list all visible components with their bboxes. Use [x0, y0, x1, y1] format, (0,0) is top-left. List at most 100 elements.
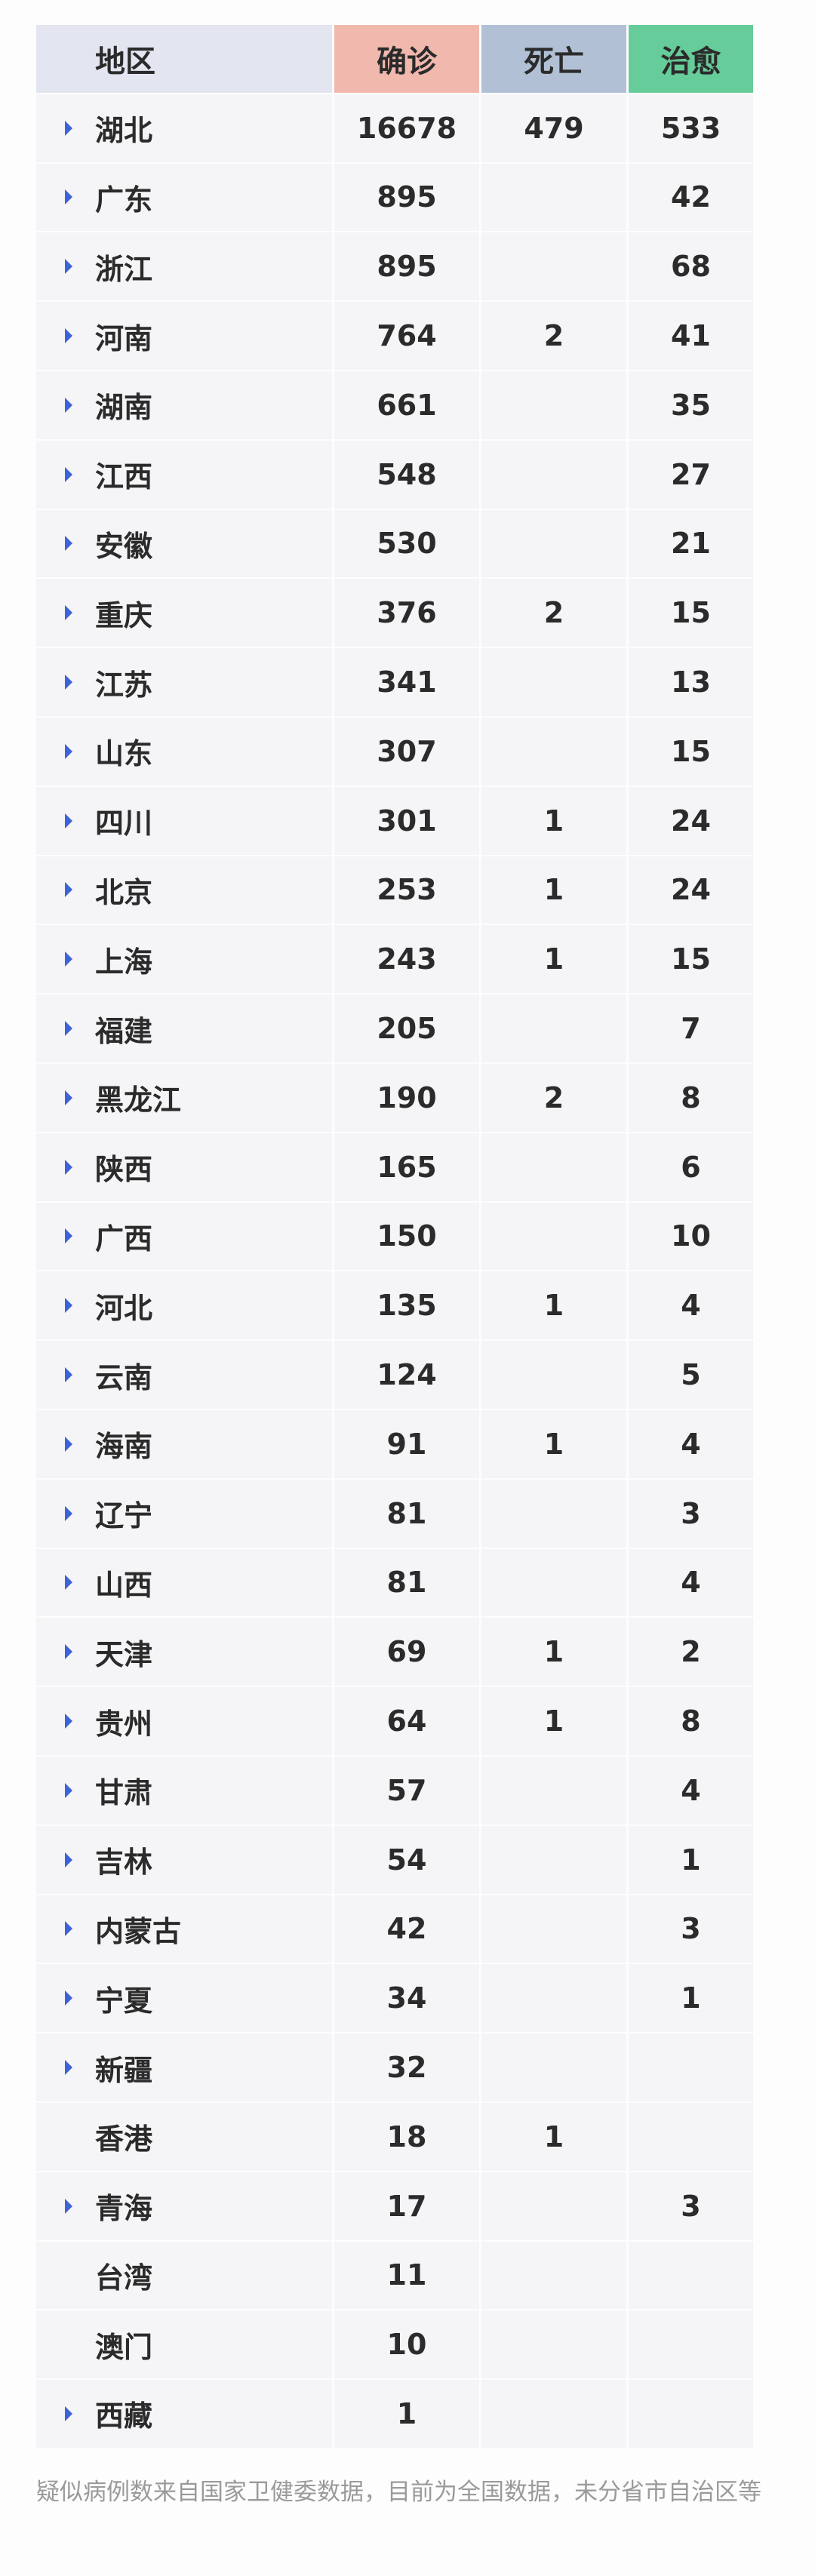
- region-name: 西藏: [95, 2399, 153, 2433]
- table-row[interactable]: 北京 253 1 24: [36, 856, 753, 924]
- expand-arrow-icon[interactable]: [65, 1159, 72, 1175]
- region-cell[interactable]: 重庆: [36, 579, 332, 647]
- table-row[interactable]: 内蒙古 42 3: [36, 1895, 753, 1963]
- expand-arrow-icon[interactable]: [65, 189, 72, 205]
- region-cell[interactable]: 甘肃: [36, 1756, 332, 1824]
- deaths-cell: 1: [481, 925, 626, 994]
- region-cell[interactable]: 山东: [36, 717, 332, 785]
- table-row[interactable]: 黑龙江 190 2 8: [36, 1063, 753, 1132]
- expand-arrow-icon[interactable]: [65, 813, 72, 828]
- region-cell[interactable]: 内蒙古: [36, 1895, 332, 1963]
- expand-arrow-icon[interactable]: [65, 1714, 72, 1729]
- table-row[interactable]: 浙江 895 68: [36, 232, 753, 301]
- expand-arrow-icon[interactable]: [65, 2060, 72, 2075]
- table-row[interactable]: 江苏 341 13: [36, 648, 753, 716]
- table-row[interactable]: 青海 17 3: [36, 2172, 753, 2240]
- region-cell[interactable]: 西藏: [36, 2380, 332, 2448]
- expand-arrow-icon[interactable]: [65, 1505, 72, 1521]
- region-cell[interactable]: 四川: [36, 786, 332, 855]
- expand-arrow-icon[interactable]: [65, 1921, 72, 1937]
- table-row[interactable]: 河南 764 2 41: [36, 302, 753, 370]
- table-row[interactable]: 湖南 661 35: [36, 370, 753, 439]
- table-row[interactable]: 安徽 530 21: [36, 509, 753, 578]
- table-row[interactable]: 四川 301 1 24: [36, 786, 753, 855]
- expand-arrow-icon[interactable]: [65, 536, 72, 552]
- region-cell[interactable]: 广东: [36, 163, 332, 232]
- region-cell[interactable]: 天津: [36, 1618, 332, 1686]
- region-cell[interactable]: 广西: [36, 1202, 332, 1271]
- table-row[interactable]: 海南 91 1 4: [36, 1409, 753, 1478]
- region-cell[interactable]: 浙江: [36, 232, 332, 301]
- expand-arrow-icon[interactable]: [65, 2198, 72, 2214]
- table-row[interactable]: 辽宁 81 3: [36, 1479, 753, 1548]
- region-name: 江苏: [95, 668, 153, 702]
- table-row[interactable]: 吉林 54 1: [36, 1825, 753, 1894]
- expand-arrow-icon[interactable]: [65, 743, 72, 759]
- table-row[interactable]: 湖北 16678 479 533: [36, 94, 753, 162]
- expand-arrow-icon[interactable]: [65, 1021, 72, 1037]
- expand-arrow-icon[interactable]: [65, 2405, 72, 2421]
- expand-arrow-icon[interactable]: [65, 675, 72, 690]
- expand-arrow-icon[interactable]: [65, 1367, 72, 1383]
- region-cell[interactable]: 福建: [36, 994, 332, 1062]
- region-cell[interactable]: 海南: [36, 1409, 332, 1478]
- region-cell[interactable]: 湖北: [36, 94, 332, 162]
- table-row[interactable]: 贵州 64 1 8: [36, 1687, 753, 1755]
- region-cell[interactable]: 云南: [36, 1341, 332, 1409]
- table-row[interactable]: 陕西 165 6: [36, 1133, 753, 1201]
- region-cell[interactable]: 江苏: [36, 648, 332, 716]
- expand-arrow-icon[interactable]: [65, 1782, 72, 1798]
- expand-arrow-icon[interactable]: [65, 1575, 72, 1591]
- table-row: 台湾 11: [36, 2241, 753, 2310]
- region-cell[interactable]: 陕西: [36, 1133, 332, 1201]
- expand-arrow-icon[interactable]: [65, 466, 72, 482]
- table-row[interactable]: 广东 895 42: [36, 163, 753, 232]
- expand-arrow-icon[interactable]: [65, 1298, 72, 1314]
- table-row[interactable]: 山东 307 15: [36, 717, 753, 785]
- region-cell[interactable]: 吉林: [36, 1825, 332, 1894]
- table-row[interactable]: 宁夏 34 1: [36, 1964, 753, 2033]
- region-cell[interactable]: 贵州: [36, 1687, 332, 1755]
- expand-arrow-icon[interactable]: [65, 397, 72, 413]
- table-row[interactable]: 上海 243 1 15: [36, 925, 753, 994]
- expand-arrow-icon[interactable]: [65, 1852, 72, 1867]
- region-name: 海南: [95, 1430, 153, 1464]
- region-cell[interactable]: 黑龙江: [36, 1063, 332, 1132]
- region-cell[interactable]: 辽宁: [36, 1479, 332, 1548]
- region-cell[interactable]: 北京: [36, 856, 332, 924]
- table-row[interactable]: 云南 124 5: [36, 1341, 753, 1409]
- table-row[interactable]: 西藏 1: [36, 2380, 753, 2448]
- region-cell[interactable]: 山西: [36, 1548, 332, 1617]
- region-cell[interactable]: 湖南: [36, 370, 332, 439]
- region-cell[interactable]: 宁夏: [36, 1964, 332, 2033]
- expand-arrow-icon[interactable]: [65, 328, 72, 344]
- region-cell[interactable]: 青海: [36, 2172, 332, 2240]
- region-cell[interactable]: 上海: [36, 925, 332, 994]
- expand-arrow-icon[interactable]: [65, 120, 72, 136]
- table-row[interactable]: 重庆 376 2 15: [36, 579, 753, 647]
- region-cell[interactable]: 安徽: [36, 509, 332, 578]
- table-row[interactable]: 广西 150 10: [36, 1202, 753, 1271]
- expand-arrow-icon[interactable]: [65, 1990, 72, 2006]
- expand-arrow-icon[interactable]: [65, 605, 72, 621]
- expand-arrow-icon[interactable]: [65, 1090, 72, 1105]
- table-row[interactable]: 江西 548 27: [36, 440, 753, 509]
- expand-arrow-icon[interactable]: [65, 1436, 72, 1452]
- region-cell[interactable]: 河北: [36, 1271, 332, 1340]
- table-row[interactable]: 河北 135 1 4: [36, 1271, 753, 1340]
- expand-arrow-icon[interactable]: [65, 882, 72, 898]
- table-row[interactable]: 天津 69 1 2: [36, 1618, 753, 1686]
- expand-arrow-icon[interactable]: [65, 1644, 72, 1660]
- region-cell[interactable]: 江西: [36, 440, 332, 509]
- expand-arrow-icon[interactable]: [65, 1228, 72, 1244]
- expand-arrow-icon[interactable]: [65, 951, 72, 967]
- region-cell[interactable]: 新疆: [36, 2033, 332, 2101]
- table-row[interactable]: 甘肃 57 4: [36, 1756, 753, 1824]
- table-row[interactable]: 福建 205 7: [36, 994, 753, 1062]
- region-cell[interactable]: 河南: [36, 302, 332, 370]
- table-row[interactable]: 山西 81 4: [36, 1548, 753, 1617]
- region-name: 重庆: [95, 598, 153, 632]
- deaths-cell: [481, 1825, 626, 1894]
- table-row[interactable]: 新疆 32: [36, 2033, 753, 2101]
- expand-arrow-icon[interactable]: [65, 259, 72, 275]
